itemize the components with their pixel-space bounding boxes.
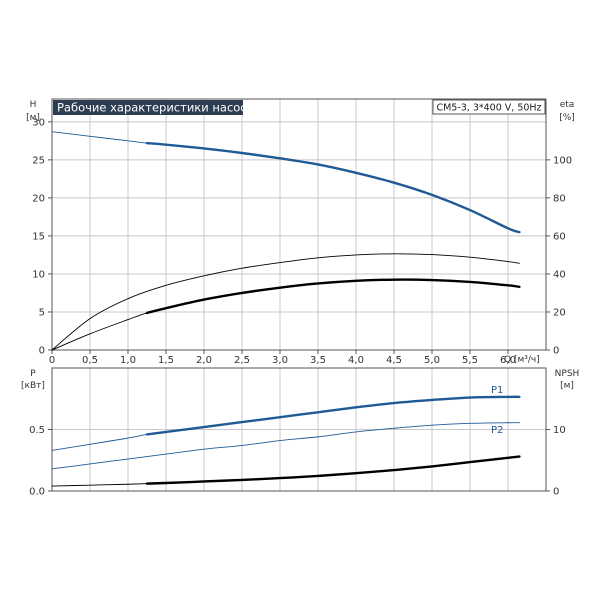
y-tick-label: 10 xyxy=(553,425,566,436)
upper-right-axis: 0 20 40 60 80 100 xyxy=(546,155,572,357)
x-tick-label: 6,0 xyxy=(500,355,516,366)
upper-eta_thick-curve xyxy=(51,279,520,351)
upper-grid xyxy=(52,99,546,350)
upper-eta_thick-duty-range xyxy=(145,278,521,315)
y-tick-label: 10 xyxy=(32,269,45,280)
y-tick-label: 0 xyxy=(553,487,559,498)
series-label-p1: P1 xyxy=(491,385,503,396)
info-box-text: CM5-3, 3*400 V, 50Hz xyxy=(436,103,541,114)
lower-npsh-duty-range xyxy=(145,455,521,485)
upper-series-group xyxy=(51,131,521,351)
lower-right-axis-label-2: [м] xyxy=(560,381,574,391)
x-tick-label: 1,0 xyxy=(120,355,136,366)
x-tick-label: 4,0 xyxy=(348,355,364,366)
x-tick-label: 3,0 xyxy=(272,355,288,366)
x-tick-label: 1,5 xyxy=(158,355,174,366)
info-box xyxy=(432,99,546,115)
upper-h-curve xyxy=(51,131,520,233)
y-tick-label: 20 xyxy=(32,193,45,204)
upper-h-duty-range xyxy=(145,141,521,234)
x-tick-label: 0 xyxy=(49,355,55,366)
lower-right-axis: 0 10 xyxy=(546,425,566,498)
y-tick-label: 30 xyxy=(32,117,45,128)
y-tick-label: 40 xyxy=(553,269,566,280)
chart-title-box xyxy=(53,100,243,115)
y-tick-label: 20 xyxy=(553,307,566,318)
x-tick-label: 5,0 xyxy=(424,355,440,366)
x-tick-label: 2,0 xyxy=(196,355,212,366)
y-tick-label: 60 xyxy=(553,231,566,242)
lower-left-axis: 0.0 0.5 xyxy=(29,425,52,498)
lower-p2-curve xyxy=(51,422,520,470)
y-tick-label: 0 xyxy=(39,346,45,357)
y-tick-label: 80 xyxy=(553,193,566,204)
upper-eta_thin-curve xyxy=(51,253,520,351)
x-axis-label: Q [м³/ч] xyxy=(504,355,540,365)
x-tick-label: 3,5 xyxy=(310,355,326,366)
lower-grid xyxy=(52,368,546,491)
y-tick-label: 25 xyxy=(32,155,45,166)
x-tick-label: 5,5 xyxy=(462,355,478,366)
upper-left-axis-label-1: H xyxy=(30,100,37,110)
lower-left-axis-label-1: P xyxy=(30,369,36,379)
upper-left-axis-label-2: [м] xyxy=(26,113,40,123)
y-tick-label: 0.5 xyxy=(29,425,45,436)
lower-npsh-curve xyxy=(51,456,520,487)
x-axis: 0 0,5 1,0 1,5 2,0 2,5 3,0 3,5 4,0 4,5 5,0 5,5 6,0 xyxy=(49,350,516,366)
upper-plot-frame xyxy=(51,98,547,351)
upper-right-axis-label-1: eta xyxy=(560,100,575,110)
x-tick-label: 0,5 xyxy=(82,355,98,366)
lower-right-axis-label-1: NPSH xyxy=(555,369,580,379)
lower-left-axis-label-2: [кВт] xyxy=(21,381,45,391)
lower-series-group xyxy=(51,395,521,487)
y-tick-label: 15 xyxy=(32,231,45,242)
x-tick-label: 2,5 xyxy=(234,355,250,366)
lower-p1-duty-range xyxy=(145,395,521,436)
chart-title: Рабочие характеристики насоса xyxy=(57,101,254,115)
y-tick-label: 5 xyxy=(39,307,45,318)
x-tick-label: 4,5 xyxy=(386,355,402,366)
upper-right-axis-label-2: [%] xyxy=(559,113,575,123)
y-tick-label: 0 xyxy=(553,346,559,357)
y-tick-label: 100 xyxy=(553,155,572,166)
lower-p1-curve xyxy=(51,396,520,451)
series-label-p2: P2 xyxy=(491,425,503,436)
y-tick-label: 0.0 xyxy=(29,487,45,498)
upper-left-axis: 0 5 10 15 20 25 30 xyxy=(32,117,52,357)
